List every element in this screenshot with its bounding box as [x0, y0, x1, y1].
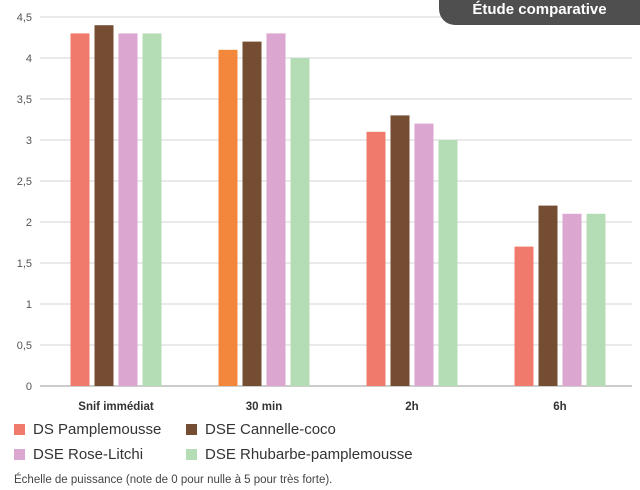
bar	[514, 246, 534, 386]
y-tick-label: 1	[26, 299, 32, 311]
bars	[70, 25, 606, 387]
legend-item-dse-rose-litchi: DSE Rose-Litchi	[14, 446, 143, 463]
legend-label: DSE Rhubarbe-pamplemousse	[205, 446, 413, 463]
bar-chart: 0 0,5 1 1,5 2 2,5 3 3,5 4 4,5 Snif immédiat 30 min…	[17, 12, 632, 413]
y-tick-label: 0	[26, 381, 32, 393]
legend-item-dse-rhubarbe-pamplemousse: DSE Rhubarbe-pamplemousse	[186, 446, 413, 463]
bar	[586, 213, 606, 386]
legend-label: DSE Rose-Litchi	[33, 446, 144, 463]
bar	[94, 25, 114, 386]
bar	[538, 205, 558, 386]
y-tick-label: 2,5	[17, 176, 32, 188]
bar	[142, 33, 162, 387]
legend-swatch	[186, 449, 197, 460]
bar	[266, 33, 286, 387]
x-axis-labels: Snif immédiat 30 min 2h 6h	[78, 401, 566, 413]
legend-item-ds-pamplemousse: DS Pamplemousse	[14, 421, 161, 438]
y-tick-label: 2	[26, 217, 32, 229]
y-tick-label: 4	[26, 53, 32, 65]
legend-label: DS Pamplemousse	[33, 421, 162, 438]
y-tick-label: 4,5	[17, 12, 32, 24]
bar	[70, 33, 90, 387]
x-category-label: 2h	[405, 401, 418, 413]
bar	[414, 123, 434, 386]
legend-swatch	[14, 424, 25, 435]
legend-swatch	[14, 449, 25, 460]
y-tick-label: 1,5	[17, 258, 32, 270]
x-category-label: 6h	[553, 401, 566, 413]
bar	[390, 115, 410, 387]
y-axis-ticks: 0 0,5 1 1,5 2 2,5 3 3,5 4 4,5	[17, 12, 32, 393]
bar	[290, 58, 310, 386]
bar	[366, 131, 386, 386]
bar	[438, 140, 458, 386]
legend-swatch	[186, 424, 197, 435]
y-tick-label: 3,5	[17, 94, 32, 106]
legend-item-dse-cannelle-coco: DSE Cannelle-coco	[186, 421, 336, 438]
x-category-label: Snif immédiat	[78, 401, 154, 413]
bar	[218, 49, 238, 387]
y-tick-label: 0,5	[17, 340, 32, 352]
study-badge: Étude comparative	[439, 0, 640, 25]
bar	[118, 33, 138, 387]
y-tick-label: 3	[26, 135, 32, 147]
scale-note: Échelle de puissance (note de 0 pour nul…	[14, 474, 333, 486]
legend-label: DSE Cannelle-coco	[205, 421, 336, 438]
bar	[562, 213, 582, 386]
bar	[242, 41, 262, 386]
x-category-label: 30 min	[246, 401, 282, 413]
